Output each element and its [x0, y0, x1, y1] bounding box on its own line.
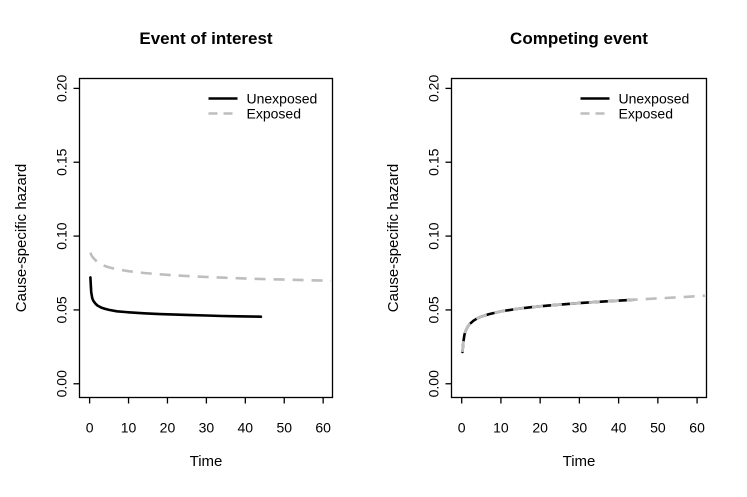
legend-label-unexposed: Unexposed — [619, 91, 690, 107]
x-tick-label: 10 — [493, 420, 509, 436]
series-unexposed — [89, 276, 263, 319]
series-unexposed — [461, 298, 636, 354]
plot-border — [450, 77, 708, 399]
x-tick-label: 20 — [160, 420, 176, 436]
plot-area: 0 10 20 30 40 50 60 0.00 0.05 0.10 0.15 0.20 Unexpos… — [426, 75, 708, 436]
y-tick-label: 0.05 — [426, 296, 442, 323]
x-axis-title: Time — [190, 453, 223, 470]
legend-label-exposed: Exposed — [247, 106, 301, 122]
y-tick-label: 0.00 — [426, 370, 442, 397]
x-tick-label: 30 — [572, 420, 588, 436]
series-exposed — [89, 252, 331, 282]
panel-title: Event of interest — [139, 29, 273, 48]
x-tick-label: 60 — [689, 420, 705, 436]
x-axis-title: Time — [563, 453, 596, 470]
y-tick-label: 0.00 — [54, 370, 70, 397]
x-tick-label: 40 — [611, 420, 627, 436]
panel-event-of-interest: Event of interest Time Cause-specific ha… — [13, 29, 334, 470]
legend-label-unexposed: Unexposed — [247, 91, 318, 107]
y-tick-label: 0.20 — [426, 75, 442, 102]
panel-title: Competing event — [510, 29, 648, 48]
y-tick-label: 0.10 — [426, 222, 442, 249]
plot-area: 0 10 20 30 40 50 60 0.00 0.05 0.10 0.15 0.20 Unexpos… — [54, 75, 334, 436]
y-tick-label: 0.05 — [54, 296, 70, 323]
y-tick-label: 0.15 — [426, 148, 442, 175]
y-tick-label: 0.15 — [54, 148, 70, 175]
y-tick-label: 0.10 — [54, 222, 70, 249]
x-tick-label: 60 — [315, 420, 331, 436]
x-tick-label: 20 — [532, 420, 548, 436]
y-tick-label: 0.20 — [54, 75, 70, 102]
y-axis-title: Cause-specific hazard — [385, 164, 402, 312]
x-tick-label: 10 — [121, 420, 137, 436]
plot-border — [78, 77, 334, 399]
x-tick-label: 50 — [650, 420, 666, 436]
y-axis-title: Cause-specific hazard — [13, 164, 30, 312]
x-tick-label: 0 — [86, 420, 94, 436]
panel-competing-event: Competing event Time Cause-specific haza… — [385, 29, 708, 470]
x-tick-label: 40 — [238, 420, 254, 436]
x-tick-label: 30 — [199, 420, 215, 436]
legend-label-exposed: Exposed — [619, 106, 673, 122]
x-tick-label: 0 — [458, 420, 466, 436]
x-tick-label: 50 — [276, 420, 292, 436]
series-exposed — [461, 294, 705, 353]
